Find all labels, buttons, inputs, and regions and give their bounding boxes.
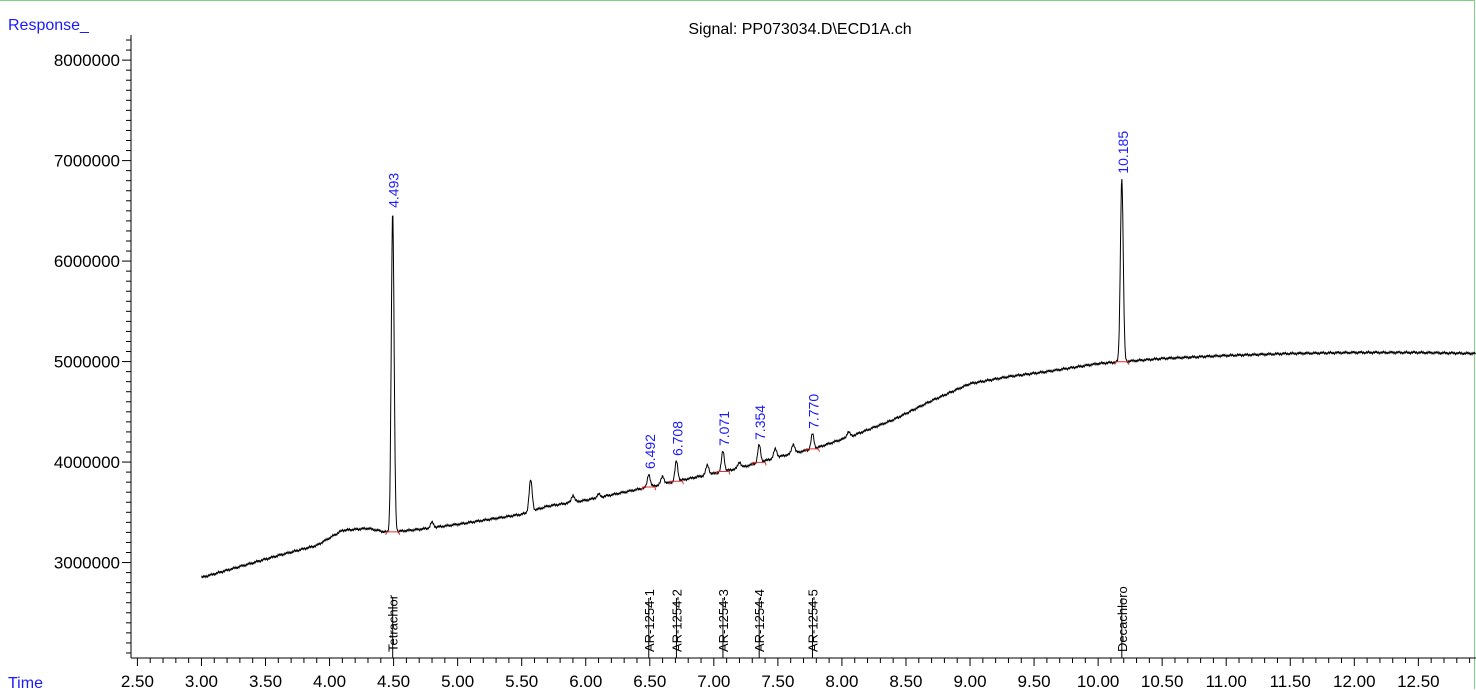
y-tick-label: 6000000: [54, 252, 120, 271]
compound-label: AR-1254-4: [752, 589, 767, 652]
x-tick-label: 8.00: [825, 672, 858, 690]
compound-label: Tetrachlor: [386, 594, 401, 652]
retention-time-label: 7.354: [752, 405, 768, 440]
axes: 3000000 4000000 5000000 6000000 7000000 80000…: [54, 35, 1476, 690]
x-tick-label: 6.00: [569, 672, 602, 690]
x-tick-label: 2.50: [121, 672, 154, 690]
x-tick-label: 4.50: [377, 672, 410, 690]
y-tick-label: 8000000: [54, 51, 120, 70]
compound-label: Decachloro: [1115, 586, 1130, 652]
retention-time-label: 6.708: [669, 421, 685, 456]
x-tick-label: 3.00: [185, 672, 218, 690]
x-tick-label: 12.50: [1397, 672, 1440, 690]
x-tick-label: 12.00: [1333, 672, 1376, 690]
x-tick-label: 7.50: [761, 672, 794, 690]
x-tick-label: 3.50: [249, 672, 282, 690]
integration-marker: [385, 531, 401, 536]
x-tick-label: 9.50: [1018, 672, 1051, 690]
integration-marker: [804, 448, 820, 453]
x-tick-label: 6.50: [633, 672, 666, 690]
x-axis-label: Time: [8, 675, 43, 690]
integration-marker: [668, 480, 684, 485]
x-tick-label: 5.00: [441, 672, 474, 690]
x-tick-label: 8.50: [889, 672, 922, 690]
retention-time-label: 4.493: [386, 173, 402, 208]
retention-time-label: 6.492: [642, 434, 658, 469]
y-tick-label: 5000000: [54, 353, 120, 372]
retention-time-label: 7.071: [716, 411, 732, 446]
x-tick-label: 11.50: [1270, 672, 1311, 690]
y-tick-label: 7000000: [54, 152, 120, 171]
x-tick-label: 10.50: [1141, 672, 1184, 690]
x-tick-label: 5.50: [505, 672, 538, 690]
x-tick-label: 10.00: [1077, 672, 1120, 690]
y-tick-label: 4000000: [54, 453, 120, 472]
signal-trace: [201, 178, 1476, 579]
integration-marker: [1114, 361, 1130, 365]
integration-marker: [715, 471, 731, 475]
x-tick-label: 7.00: [697, 672, 730, 690]
chart-title: Signal: PP073034.D\ECD1A.ch: [688, 21, 911, 38]
compound-label: AR-1254-2: [669, 589, 684, 652]
compound-label: AR-1254-5: [805, 589, 820, 652]
retention-time-label: 7.770: [805, 394, 821, 429]
signal-line: [201, 178, 1476, 579]
x-tick-label: 11.00: [1206, 672, 1247, 690]
peak-annotations: 4.493 Tetrachlor 6.492 AR-1254-1 6.708 AR-125…: [385, 131, 1131, 658]
x-tick-label: 9.00: [953, 672, 986, 690]
integration-marker: [751, 461, 767, 466]
y-axis-label: Response_: [8, 17, 90, 34]
integration-marker: [641, 486, 657, 491]
retention-time-label: 10.185: [1115, 131, 1131, 174]
x-tick-label: 4.00: [313, 672, 346, 690]
y-tick-label: 3000000: [54, 554, 120, 573]
compound-label: AR-1254-1: [642, 589, 657, 652]
compound-label: AR-1254-3: [716, 589, 731, 652]
